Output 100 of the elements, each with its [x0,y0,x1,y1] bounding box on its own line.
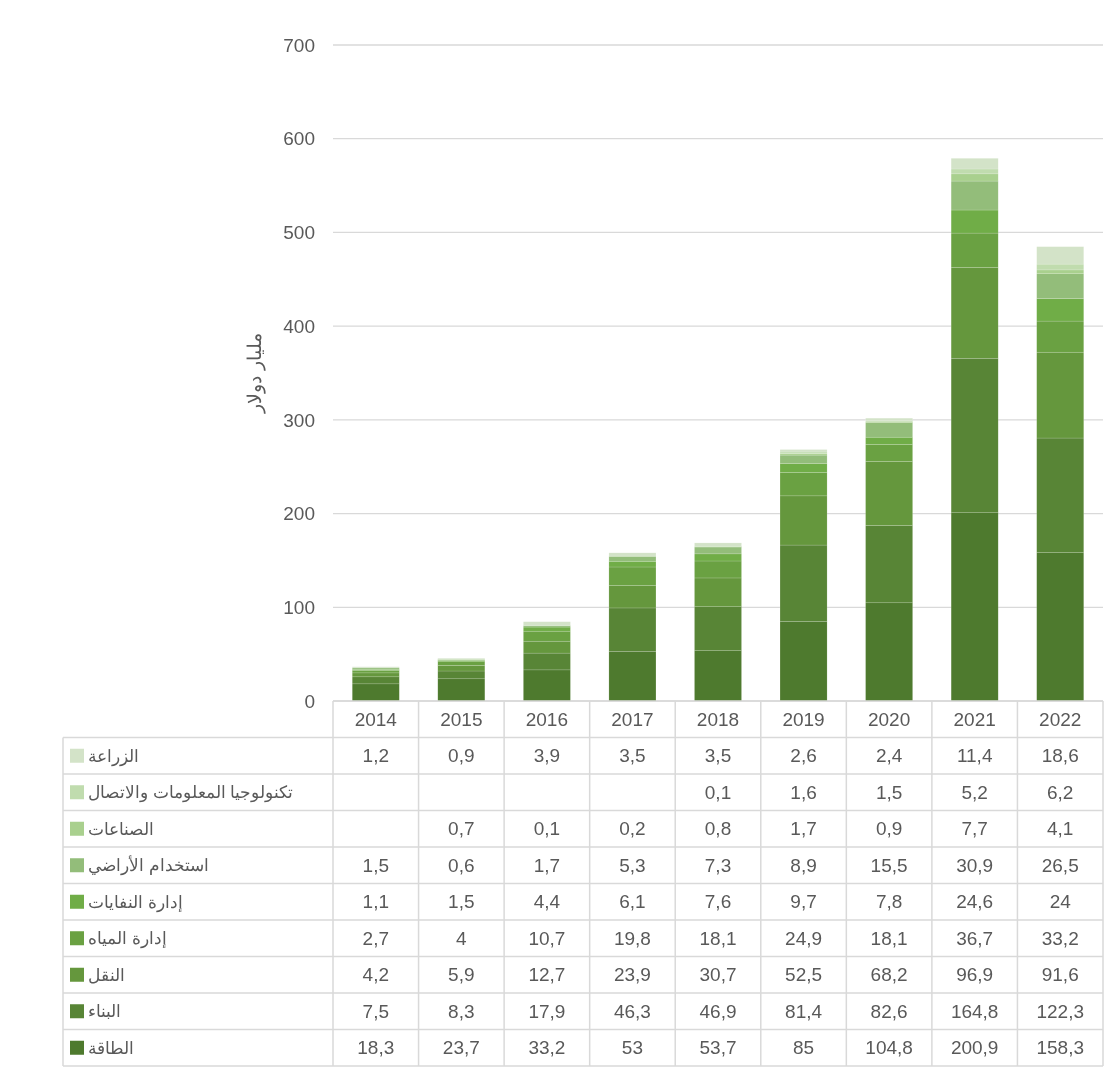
legend-label: استخدام الأراضي [88,855,209,877]
data-label: 2,7 [362,927,389,949]
data-label: 4,4 [533,891,561,913]
data-label: 7,3 [704,854,732,876]
x-tick-label: 2015 [440,708,483,730]
legend-label: الزراعة [88,746,139,767]
y-tick-label: 300 [283,409,315,431]
data-label: 23,9 [613,964,651,986]
data-label: 0,1 [533,818,561,840]
data-label: 6,2 [1047,781,1074,803]
data-label: 1,6 [790,781,817,803]
data-label: 0,2 [619,818,646,840]
data-label: 18,1 [699,927,737,949]
x-tick-label: 2014 [354,708,398,730]
data-label: 3,5 [619,745,646,767]
data-label: 24,9 [785,927,823,949]
legend-label: تكنولوجيا المعلومات والاتصال [88,783,294,804]
data-label: 19,8 [613,927,651,949]
data-label: 0,9 [875,818,903,840]
x-tick-label: 2019 [782,708,825,730]
data-label: 36,7 [956,927,994,949]
legend-label: الطاقة [88,1038,134,1058]
data-label: 1,5 [448,891,475,913]
data-label: 33,2 [1041,927,1079,949]
data-label: 53 [621,1037,644,1059]
data-label: 5,9 [448,964,475,986]
data-label: 104,8 [865,1037,913,1059]
y-tick-label: 0 [304,690,315,712]
data-label: 2,4 [875,745,903,767]
data-label: 10,7 [528,927,566,949]
y-tick-label: 700 [283,34,315,56]
data-label: 7,8 [875,891,903,913]
data-label: 4,2 [362,964,389,986]
data-label: 1,1 [362,891,389,913]
data-label: 5,2 [961,781,988,803]
data-label: 12,7 [528,964,566,986]
legend-label: إدارة المياه [88,929,167,950]
data-label: 1,5 [875,781,903,803]
data-label: 1,7 [790,818,817,840]
x-tick-label: 2018 [696,708,740,730]
data-label: 200,9 [950,1037,999,1059]
data-label: 5,3 [619,854,646,876]
data-label: 7,5 [362,1000,389,1022]
legend-label: الصناعات [88,819,154,839]
y-tick-label: 500 [283,222,315,244]
y-tick-label: 200 [283,503,315,525]
y-tick-label: 100 [283,596,315,618]
data-label: 82,6 [870,1000,908,1022]
data-label: 52,5 [785,964,823,986]
data-label: 7,6 [704,891,732,913]
data-label: 0,6 [448,854,475,876]
data-label: 3,5 [704,745,732,767]
y-tick-label: 400 [283,315,315,337]
x-tick-label: 2016 [525,708,569,730]
data-label: 11,4 [956,745,993,767]
y-axis-title: مليار دولار [244,333,266,414]
data-label: 6,1 [619,891,646,913]
data-label: 96,9 [956,964,994,986]
data-label: 91,6 [1041,964,1079,986]
data-label: 8,9 [790,854,817,876]
data-label: 24 [1049,891,1072,913]
x-tick-label: 2020 [867,708,911,730]
data-label: 15,5 [870,854,908,876]
x-tick-label: 2022 [1039,708,1082,730]
data-label: 3,9 [533,745,561,767]
data-label: 46,9 [699,1000,737,1022]
data-label: 1,5 [362,854,389,876]
data-label: 4 [456,927,468,949]
data-label: 24,6 [956,891,994,913]
data-label: 158,3 [1036,1037,1084,1059]
data-label: 46,3 [613,1000,651,1022]
data-label: 53,7 [699,1037,737,1059]
data-label: 0,9 [448,745,475,767]
data-label: 18,1 [870,927,908,949]
legend-label: البناء [88,1002,121,1022]
data-label: 7,7 [961,818,988,840]
data-label: 26,5 [1041,854,1079,876]
data-label: 18,3 [357,1037,395,1059]
data-label: 4,1 [1047,818,1074,840]
data-label: 18,6 [1041,745,1079,767]
x-tick-label: 2021 [953,708,996,730]
data-label: 164,8 [950,1000,999,1022]
data-label: 30,9 [956,854,994,876]
data-label: 1,2 [362,745,389,767]
data-label: 122,3 [1036,1000,1084,1022]
data-label: 33,2 [528,1037,566,1059]
x-tick-label: 2017 [611,708,654,730]
data-label: 0,8 [704,818,732,840]
data-label: 85 [792,1037,815,1059]
data-label: 81,4 [785,1000,823,1022]
data-label: 0,7 [448,818,475,840]
data-label: 2,6 [790,745,817,767]
data-label: 17,9 [528,1000,566,1022]
data-label: 1,7 [533,854,561,876]
data-label: 9,7 [790,891,817,913]
y-tick-label: 600 [283,128,315,150]
legend-label: النقل [88,965,125,985]
legend-label: إدارة النفايات [88,892,183,913]
data-label: 23,7 [442,1037,480,1059]
data-label: 0,1 [704,781,732,803]
